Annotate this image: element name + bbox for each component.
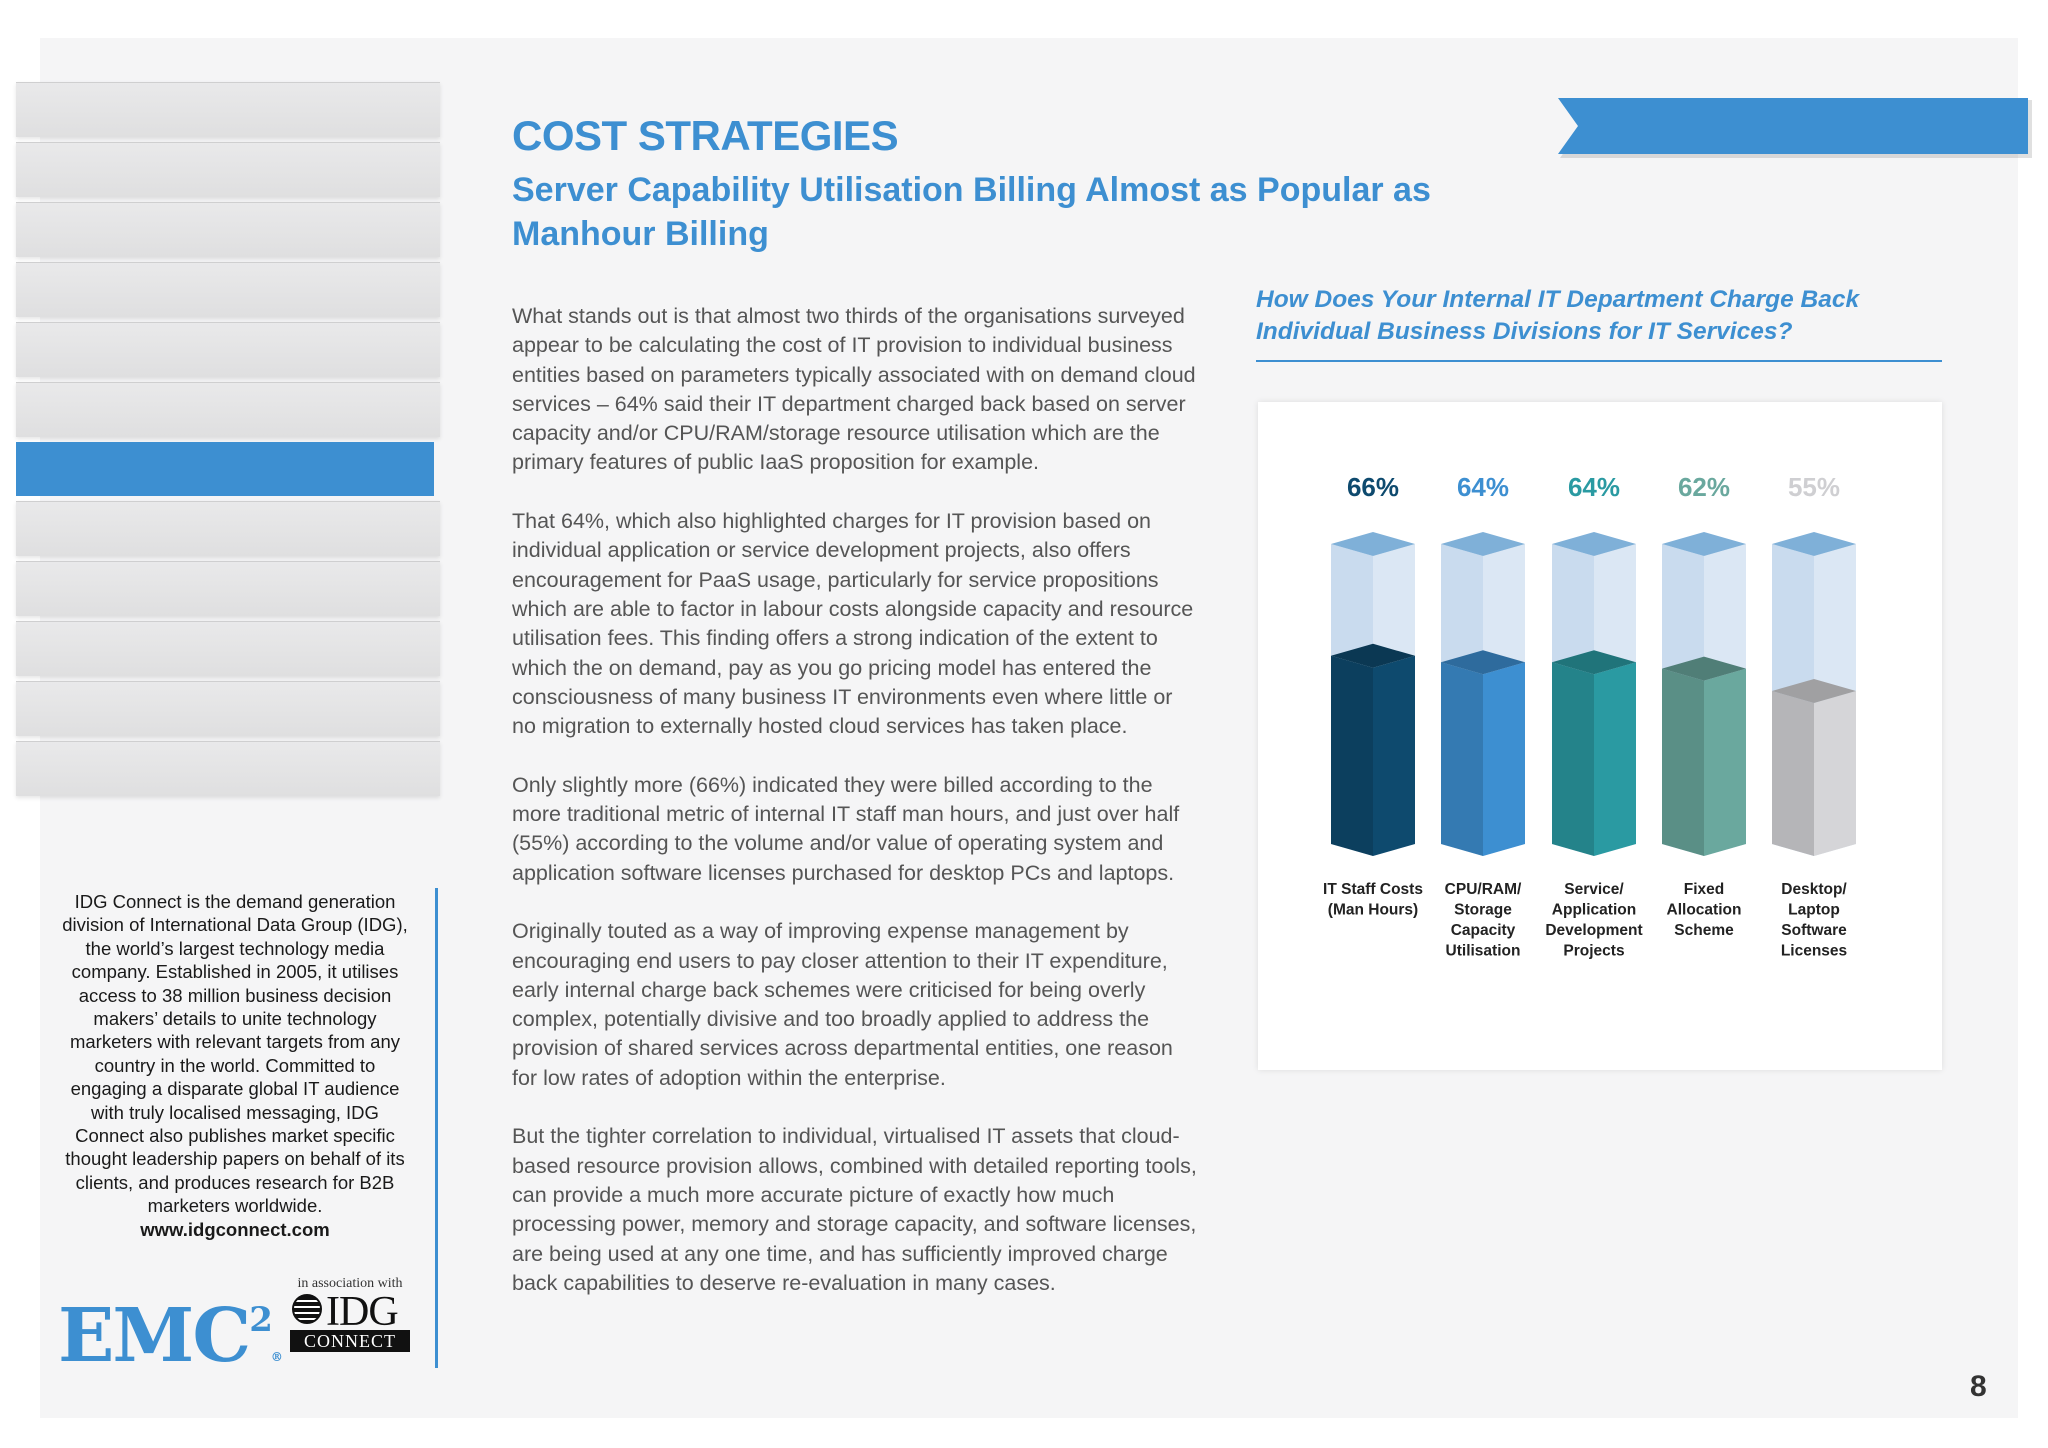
emc-logo: EMC2® [58,1293,283,1379]
bar-top [1552,650,1636,675]
bar-value-label: 55% [1788,472,1840,502]
about-text: IDG Connect is the demand generation div… [62,891,408,1217]
sidebar-tab[interactable] [16,262,440,317]
bar-left-face [1331,655,1373,856]
sidebar-tabs [16,82,440,801]
bar-top [1441,650,1525,675]
paragraph: That 64%, which also highlighted charges… [512,509,1194,739]
tube-cap [1552,532,1636,556]
bar-right-face [1704,668,1746,856]
sidebar-tab[interactable] [16,82,440,137]
chart-title-rule [1256,360,1942,362]
tube-cap [1772,532,1856,556]
bar-category-label: Storage [1454,902,1512,919]
idg-url-link[interactable]: www.idgconnect.com [140,1218,330,1240]
page-title: COST STRATEGIES [512,112,899,159]
bar-category-label: Licenses [1781,943,1847,960]
paragraph: But the tighter correlation to individua… [512,1124,1197,1295]
bar-category-label: IT Staff Costs [1323,881,1423,898]
bar-right-face [1594,662,1636,856]
bar-category-label: Laptop [1788,902,1840,919]
sidebar-tab[interactable] [16,202,440,257]
chart-panel: 66% IT Staff Costs (Man Hours) 64% CPU/RAM/S… [1258,402,1942,1070]
sidebar-tab[interactable] [16,142,440,197]
bar-top [1772,679,1856,703]
association-text: in association with [297,1276,403,1291]
bar-category-label: Allocation [1667,902,1742,919]
about-idg-connect: IDG Connect is the demand generation div… [60,890,410,1241]
tube-cap [1662,532,1746,556]
bar-right-face [1483,662,1525,856]
bar-category-label: Scheme [1674,922,1734,939]
bar-category-label: Fixed [1684,881,1724,898]
globe-icon [292,1294,322,1324]
bar-category-label: Software [1781,922,1847,939]
bar-left-face [1662,668,1704,856]
idg-connect-logo: IDG CONNECT [290,1289,412,1352]
bar-left-face [1441,662,1483,856]
bar-category-label: Service/ [1564,881,1624,898]
sidebar-tab[interactable] [16,322,440,377]
paragraph: Originally touted as a way of improving … [512,919,1173,1090]
sidebar-divider [435,888,438,1368]
page-subtitle: Server Capability Utilisation Billing Al… [512,171,1431,253]
bar-category-label: Utilisation [1446,943,1521,960]
bar-category-label: Development [1545,922,1642,939]
bar-left-face [1772,691,1814,856]
bar-value-label: 64% [1568,472,1620,502]
bar-left-face [1552,662,1594,856]
bar-value-label: 64% [1457,472,1509,502]
article-body: What stands out is that almost two third… [512,302,1202,1327]
sidebar-tab[interactable] [16,382,440,437]
chart-question: How Does Your Internal IT Department Cha… [1256,286,1860,345]
bar-value-label: 62% [1678,472,1730,502]
sidebar-tab[interactable] [16,681,440,736]
bar-top [1662,656,1746,681]
tube-cap [1331,532,1415,556]
paragraph: What stands out is that almost two third… [512,304,1196,475]
sidebar-tab[interactable] [16,621,440,676]
bar-right-face [1373,655,1415,856]
bar-value-label: 66% [1347,472,1399,502]
page-number: 8 [1970,1370,1987,1403]
paragraph: Only slightly more (66%) indicated they … [512,772,1180,885]
bar-chart: 66% IT Staff Costs (Man Hours) 64% CPU/RAM/S… [1323,472,1856,960]
bar-right-face [1814,691,1856,856]
sidebar-tab[interactable] [16,561,440,616]
bar-category-label: Capacity [1451,922,1516,939]
sidebar-tab[interactable] [16,741,440,796]
header-ribbon [1558,98,2028,154]
sidebar-tab[interactable] [16,442,434,496]
bar-category-label: (Man Hours) [1328,902,1418,919]
bar-category-label: Desktop/ [1781,881,1847,898]
bar-top [1331,643,1415,668]
tube-cap [1441,532,1525,556]
sidebar-tab[interactable] [16,501,440,556]
bar-category-label: Projects [1563,943,1624,960]
bar-category-label: CPU/RAM/ [1445,881,1522,898]
bar-category-label: Application [1552,902,1636,919]
